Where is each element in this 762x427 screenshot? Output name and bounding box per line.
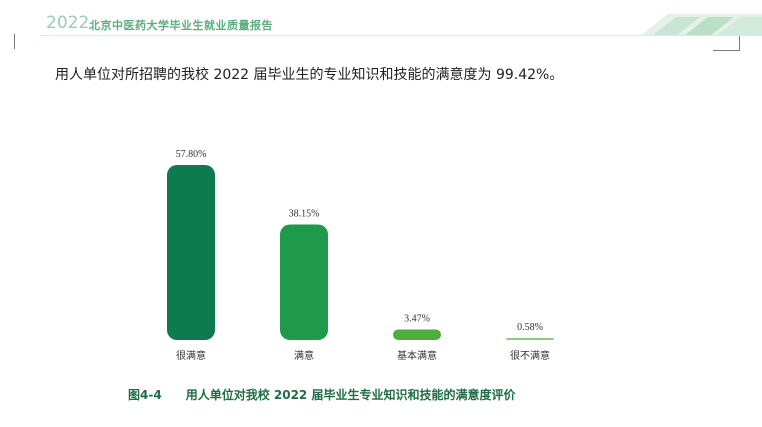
crop-mark-left	[14, 34, 15, 49]
header-report-title: 北京中医药大学毕业生就业质量报告	[89, 19, 273, 32]
header-year: 2022	[46, 13, 90, 33]
header-rule	[40, 35, 752, 36]
figure-number: 图4-4	[128, 388, 162, 402]
data-label-2: 3.47%	[404, 313, 430, 324]
category-label-3: 很不满意	[510, 349, 550, 362]
data-label-3: 0.58%	[517, 322, 543, 333]
bar-3	[506, 338, 554, 340]
bar-1	[280, 224, 328, 340]
page-header: 2022 北京中医药大学毕业生就业质量报告	[0, 0, 762, 51]
data-label-1: 38.15%	[289, 208, 320, 219]
intro-paragraph: 用人单位对所招聘的我校 2022 届毕业生的专业知识和技能的满意度为 99.42…	[55, 67, 564, 83]
category-label-0: 很满意	[176, 349, 206, 362]
figure-caption: 图4-4 用人单位对我校 2022 届毕业生专业知识和技能的满意度评价	[128, 386, 515, 403]
bar-0	[167, 165, 215, 340]
figure-caption-text: 用人单位对我校 2022 届毕业生专业知识和技能的满意度评价	[185, 388, 516, 402]
bar-2	[393, 329, 441, 340]
header-decoration	[640, 14, 762, 36]
category-label-2: 基本满意	[397, 349, 437, 362]
category-label-1: 满意	[294, 349, 314, 362]
crop-mark-right	[713, 36, 740, 51]
data-label-0: 57.80%	[176, 149, 207, 160]
